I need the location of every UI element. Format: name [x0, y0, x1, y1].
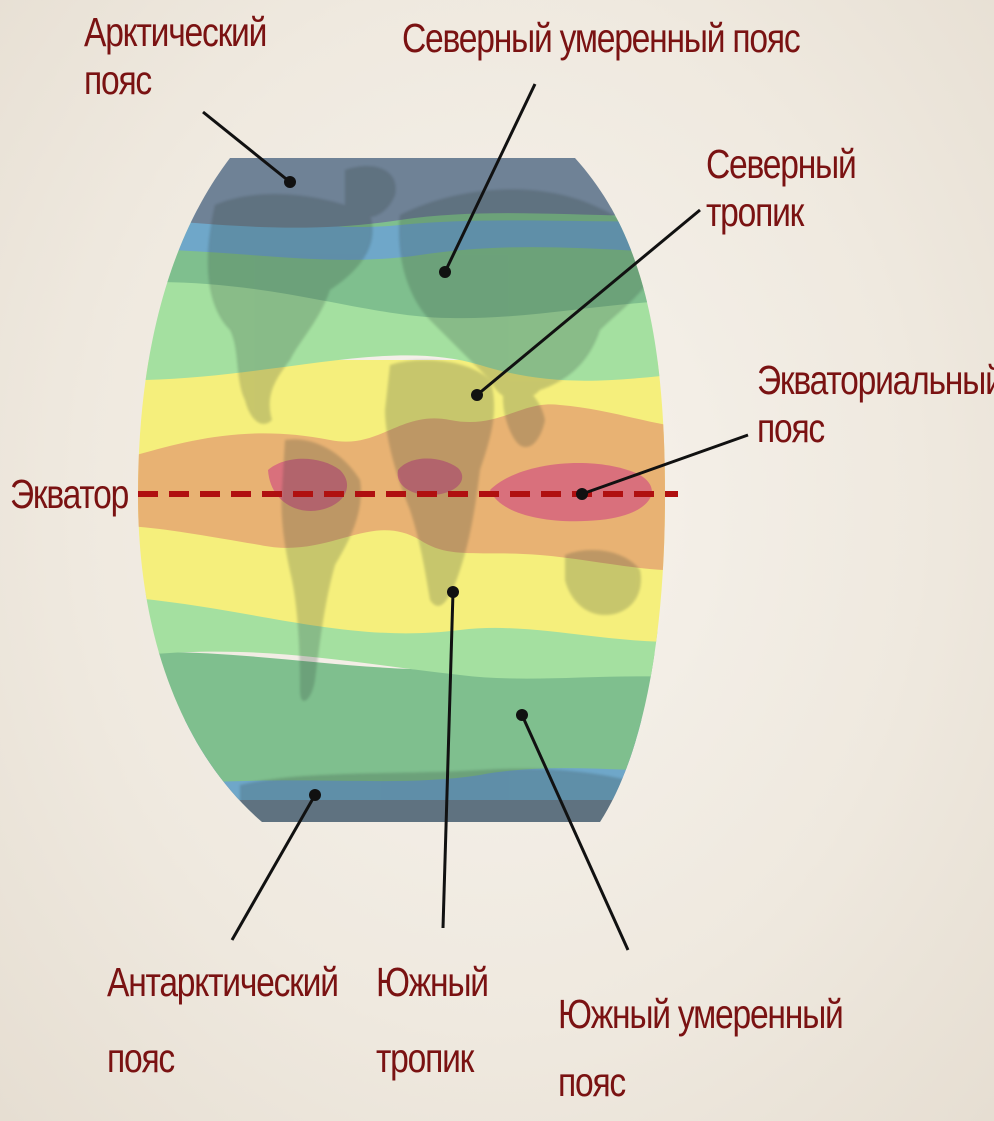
pointer-south-tropic-dot — [447, 586, 459, 598]
continent-antarctica — [240, 768, 660, 822]
continent-africa — [385, 360, 495, 606]
pointer-antarctic-dot — [309, 789, 321, 801]
pointer-north-temperate-line — [443, 83, 537, 273]
continent-greenland — [345, 166, 396, 218]
pointer-equatorial-dot — [576, 488, 588, 500]
continent-eurasia — [399, 189, 660, 401]
pointer-equatorial-line — [581, 433, 749, 496]
label-arctic-belt: Арктический пояс — [84, 9, 267, 103]
pointer-arctic-line — [202, 110, 291, 184]
belt-equatorial-asia — [490, 463, 652, 522]
pointer-arctic-dot — [284, 176, 296, 188]
pointer-south-temperate-dot — [516, 709, 528, 721]
pointer-north-tropic-line — [476, 208, 701, 397]
label-equator: Экватор — [10, 471, 129, 517]
label-south-temperate-belt: Южный умеренный пояс — [558, 991, 844, 1105]
belt-south-temperate — [138, 650, 665, 790]
label-north-tropic: Северный тропик — [706, 141, 857, 235]
label-south-tropic: Южный тропик — [376, 959, 489, 1081]
pointer-north-tropic-dot — [471, 389, 483, 401]
continent-south-america — [281, 439, 361, 701]
pointer-south-tropic-line — [441, 591, 455, 929]
pointer-south-temperate-line — [520, 714, 630, 951]
label-equatorial-belt: Экваториальный пояс — [757, 357, 994, 451]
continent-australia — [565, 550, 641, 615]
continent-north-america — [207, 194, 373, 424]
label-antarctic-belt: Антарктический пояс — [107, 959, 339, 1081]
label-north-temperate-belt: Северный умеренный пояс — [402, 15, 801, 61]
continent-india — [503, 384, 545, 448]
pointer-north-temperate-dot — [439, 266, 451, 278]
pointer-antarctic-line — [230, 794, 317, 941]
